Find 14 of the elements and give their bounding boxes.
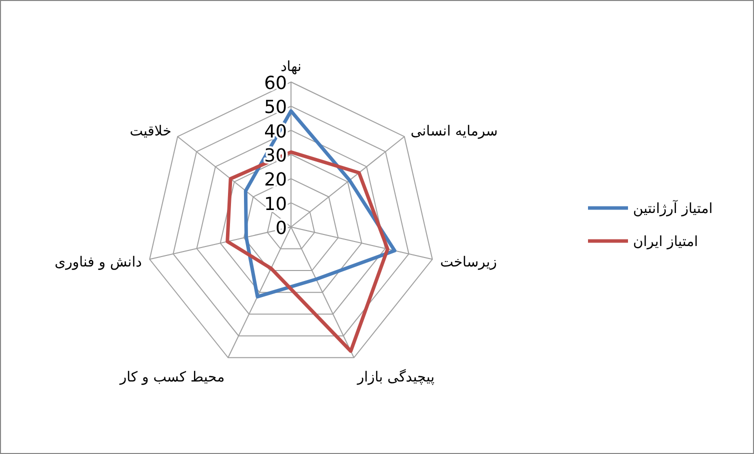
y-tick-label: 50 (264, 97, 287, 118)
legend-label: امتیاز آرژانتین (633, 199, 713, 217)
spoke-label: پیچیدگی بازار (356, 368, 435, 386)
spoke-label: خلاقیت (130, 123, 172, 140)
y-tick-label: 10 (264, 194, 287, 215)
legend-label: امتیاز ایران (633, 234, 698, 250)
spoke-label: دانش و فناوری (54, 254, 142, 270)
y-tick-label: 0 (276, 218, 287, 239)
spoke-label: نهاد (280, 59, 302, 75)
spoke-label: محیط کسب و کار (118, 370, 225, 386)
spoke-label: زیرساخت (440, 254, 497, 270)
spoke-label: سرمایه انسانی (410, 123, 498, 140)
y-tick-label: 60 (264, 73, 287, 94)
y-tick-label: 20 (264, 170, 287, 191)
